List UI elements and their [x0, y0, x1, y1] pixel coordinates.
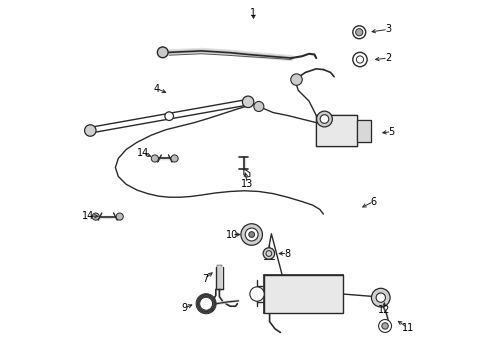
Text: 13: 13 [241, 179, 253, 189]
Circle shape [253, 102, 264, 112]
Circle shape [84, 125, 96, 136]
Circle shape [92, 213, 99, 220]
Text: 5: 5 [387, 127, 394, 136]
Text: 14: 14 [82, 211, 95, 221]
Circle shape [164, 112, 173, 121]
Circle shape [378, 319, 391, 332]
Circle shape [375, 293, 385, 302]
Text: 8: 8 [284, 248, 290, 258]
Text: 1: 1 [250, 8, 256, 18]
Circle shape [198, 296, 214, 312]
Bar [357, 120, 370, 142]
Circle shape [116, 213, 123, 220]
Circle shape [199, 297, 213, 311]
Bar [316, 116, 357, 146]
Bar [264, 275, 343, 313]
Text: 7: 7 [202, 274, 208, 284]
Text: 2: 2 [384, 53, 390, 63]
Circle shape [263, 248, 274, 259]
Circle shape [196, 294, 216, 314]
Circle shape [199, 297, 212, 310]
Circle shape [290, 74, 302, 85]
Circle shape [352, 52, 366, 67]
Circle shape [352, 26, 365, 39]
Circle shape [316, 111, 332, 127]
Circle shape [151, 155, 158, 162]
Text: 3: 3 [384, 24, 390, 35]
Text: 14: 14 [137, 148, 149, 158]
Circle shape [249, 287, 264, 301]
Text: 11: 11 [401, 323, 413, 333]
Circle shape [197, 295, 214, 312]
Circle shape [171, 155, 178, 162]
Circle shape [381, 323, 387, 329]
Circle shape [242, 96, 253, 108]
Circle shape [244, 228, 258, 241]
Circle shape [241, 224, 262, 245]
Text: 12: 12 [377, 305, 390, 315]
Circle shape [371, 288, 389, 307]
Circle shape [157, 47, 168, 58]
Circle shape [196, 294, 215, 313]
Text: 6: 6 [370, 197, 376, 207]
Text: 9: 9 [181, 303, 187, 313]
Circle shape [248, 231, 254, 237]
Text: 4: 4 [153, 84, 160, 94]
Circle shape [355, 29, 362, 36]
Text: 10: 10 [225, 230, 238, 239]
Circle shape [320, 115, 328, 123]
